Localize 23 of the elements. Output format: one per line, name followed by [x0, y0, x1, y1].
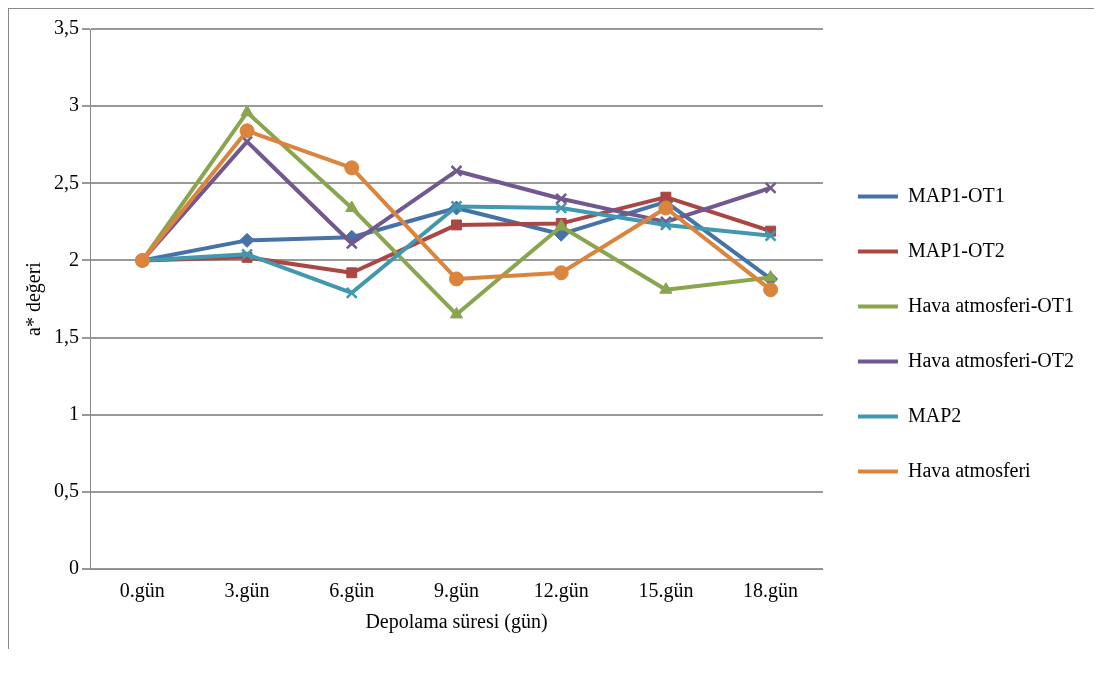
x-tick-label: 15.gün	[638, 579, 694, 603]
legend-label: Hava atmosferi	[907, 458, 1032, 481]
y-tick-label: 0	[69, 556, 79, 579]
legend-label: MAP1-OT2	[907, 238, 1005, 261]
y-tick-label: 0,5	[54, 479, 79, 502]
legend-label: Hava atmosferi-OT2	[907, 348, 1074, 371]
y-tick-label: 2,5	[54, 170, 79, 193]
y-tick-label: 2	[69, 247, 79, 270]
x-tick-label: 3.gün	[224, 579, 270, 603]
x-tick-label: 12.gün	[533, 579, 589, 603]
y-axis-title: a* değeri	[22, 261, 46, 336]
legend-label: Hava atmosferi-OT1	[907, 293, 1074, 316]
x-tick-label: 18.gün	[743, 579, 799, 603]
x-tick-label: 0.gün	[119, 579, 165, 603]
x-tick-label: 6.gün	[329, 579, 375, 603]
y-tick-label: 3,5	[54, 16, 79, 39]
y-tick-label: 1	[69, 401, 79, 424]
x-axis-title: Depolama süresi (gün)	[365, 610, 548, 634]
y-tick-label: 3	[69, 93, 79, 116]
x-tick-label: 9.gün	[433, 579, 479, 603]
legend-label: MAP2	[907, 403, 962, 426]
y-tick-label: 1,5	[54, 324, 79, 347]
legend-label: MAP1-OT1	[907, 183, 1005, 206]
